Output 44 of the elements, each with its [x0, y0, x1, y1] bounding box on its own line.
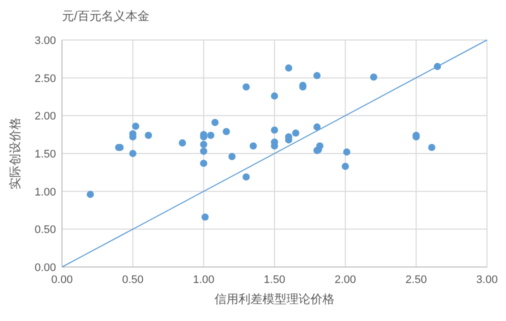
x-tick-label: 0.50	[122, 274, 144, 286]
point	[200, 148, 208, 155]
point	[132, 122, 140, 130]
point	[343, 148, 350, 156]
point	[285, 64, 292, 72]
y-tick-label: 3.00	[34, 35, 56, 47]
y-tick-label: 0.00	[34, 262, 56, 274]
point	[201, 213, 209, 221]
x-tick-label: 3.00	[476, 274, 498, 286]
point	[370, 73, 378, 81]
point	[313, 123, 321, 131]
point	[178, 139, 186, 147]
point	[211, 118, 219, 126]
point	[228, 152, 236, 160]
point	[200, 160, 208, 167]
x-axis-title: 信用利差模型理论价格	[214, 292, 334, 306]
y-tick-label: 0.50	[34, 224, 56, 236]
point	[342, 162, 349, 170]
y-tick-label: 2.00	[34, 110, 56, 123]
point	[428, 144, 436, 152]
point	[86, 190, 94, 198]
point	[270, 92, 278, 100]
y-tick-label: 2.50	[34, 72, 56, 85]
x-tick-label: 2.00	[334, 274, 356, 286]
point	[250, 142, 257, 150]
point	[270, 126, 278, 134]
x-tick-label: 1.50	[264, 274, 286, 286]
y-tick-label: 1.00	[34, 186, 56, 198]
point	[129, 150, 136, 158]
x-tick-label: 2.50	[405, 274, 427, 286]
point	[222, 128, 230, 136]
point	[242, 83, 250, 91]
point	[313, 72, 321, 80]
x-tick-label: 0.00	[51, 274, 73, 286]
chart-title: 元/百元名义本金	[62, 9, 150, 23]
point	[144, 132, 152, 139]
point	[200, 140, 208, 148]
point	[292, 129, 300, 137]
point	[207, 132, 214, 139]
point	[242, 173, 250, 181]
y-axis-title: 实际创设价格	[8, 118, 22, 190]
y-tick-label: 1.50	[34, 148, 56, 160]
x-tick-label: 1.00	[192, 274, 214, 286]
point	[316, 142, 324, 150]
